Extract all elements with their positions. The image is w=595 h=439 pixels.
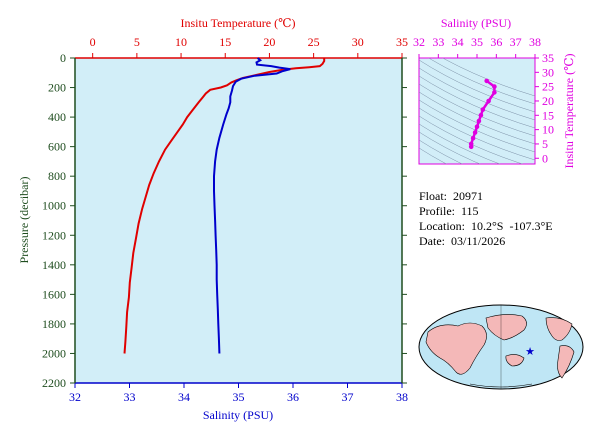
inset-temp-tick-label-4: 20 [542,94,554,108]
isoline-13 [419,147,447,164]
ts-points [468,78,497,150]
pressure-tick-label-3: 600 [48,140,66,154]
isoline-12 [419,139,463,164]
sal-tick-label-2: 34 [178,390,190,404]
world-map: ★ [418,304,584,390]
map-land-north-america [545,317,573,341]
pressure-tick-label-9: 1800 [42,317,66,331]
float-number-line: Float: 20971 [419,189,483,204]
inset-temp-tick-label-3: 15 [542,108,554,122]
date-value: 03/11/2026 [451,234,506,248]
pressure-tick-label-2: 400 [48,110,66,124]
isoline-4 [419,75,535,129]
date-label: Date: [419,234,445,248]
sal-tick-label-5: 37 [342,390,354,404]
temp-tick-label-5: 25 [308,35,320,49]
map-land-asia [485,314,527,341]
inset-salinity-axis-title: Salinity (PSU) [441,16,511,30]
isoline-6 [419,91,535,145]
location-line: Location: 10.2°S -107.3°E [419,219,553,234]
isoline-11 [419,131,481,164]
temp-tick-label-2: 10 [175,35,187,49]
isoline-3 [419,67,535,121]
ts-inset-plot-area [418,57,536,165]
salinity-profile-line [213,57,291,354]
pressure-tick-label-1: 200 [48,81,66,95]
isoline-7 [419,99,535,153]
density-isolines [419,58,535,164]
temp-tick-label-1: 5 [134,35,140,49]
inset-temp-tick-label-1: 5 [542,137,548,151]
sal-tick-label-1: 33 [124,390,136,404]
profile-line: Profile: 115 [419,204,479,219]
inset-temp-tick-label-7: 35 [542,51,554,65]
temp-tick-label-0: 0 [90,35,96,49]
inset-sal-tick-label-2: 34 [452,35,464,49]
pressure-tick-label-7: 1400 [42,258,66,272]
inset-temp-tick-label-2: 10 [542,123,554,137]
temp-tick-label-7: 35 [396,35,408,49]
location-value: 10.2°S -107.3°E [470,219,553,233]
pressure-tick-label-5: 1000 [42,199,66,213]
pressure-tick-label-11: 2200 [42,376,66,390]
date-line: Date: 03/11/2026 [419,234,505,249]
map-land-africa-europe [425,322,487,375]
pressure-tick-label-8: 1600 [42,287,66,301]
temp-tick-label-4: 20 [263,35,275,49]
profile-value: 115 [461,204,479,218]
inset-sal-tick-label-1: 33 [432,35,444,49]
isoline-0 [442,58,535,97]
inset-sal-tick-label-3: 35 [471,35,483,49]
inset-temperature-axis-title: Insitu Temperature (℃) [562,54,576,169]
profile-label: Profile: [419,204,455,218]
main-axis-ticks: 0 5 10 15 20 25 30 35 32 33 34 35 36 37 38 0 200 400 600 80… [42,35,408,404]
inset-temp-tick-label-0: 0 [542,151,548,165]
location-label: Location: [419,219,465,233]
isoline-10 [419,123,501,164]
inset-sal-tick-label-4: 36 [490,35,502,49]
isoline-5 [419,83,535,137]
float-location-star: ★ [525,346,535,358]
salinity-axis-title: Salinity (PSU) [203,408,273,422]
ts-curve [469,79,496,147]
sal-tick-label-4: 36 [287,390,299,404]
float-value: 20971 [453,189,484,203]
temperature-axis-title: Insitu Temperature (℃) [181,16,296,30]
sal-tick-label-0: 32 [69,390,81,404]
inset-sal-tick-label-6: 38 [529,35,541,49]
inset-temp-tick-label-6: 30 [542,65,554,79]
map-land-australia [505,354,525,367]
map-land-south-america [557,345,575,379]
inset-sal-tick-label-5: 37 [510,35,522,49]
pressure-tick-label-10: 2000 [42,346,66,360]
isoline-1 [428,58,535,105]
pressure-tick-label-4: 800 [48,169,66,183]
sal-tick-label-6: 38 [396,390,408,404]
sal-tick-label-3: 35 [233,390,245,404]
pressure-axis-title: Pressure (decibar) [17,177,31,264]
isoline-2 [419,59,535,113]
main-plot-area [75,58,402,383]
pressure-tick-label-0: 0 [60,51,66,65]
temperature-profile-line [123,58,326,354]
inset-sal-tick-label-0: 32 [413,35,425,49]
temp-tick-label-3: 15 [219,35,231,49]
inset-temp-tick-label-5: 25 [542,80,554,94]
float-label: Float: [419,189,448,203]
pressure-tick-label-6: 1200 [42,228,66,242]
temp-tick-label-6: 30 [352,35,364,49]
